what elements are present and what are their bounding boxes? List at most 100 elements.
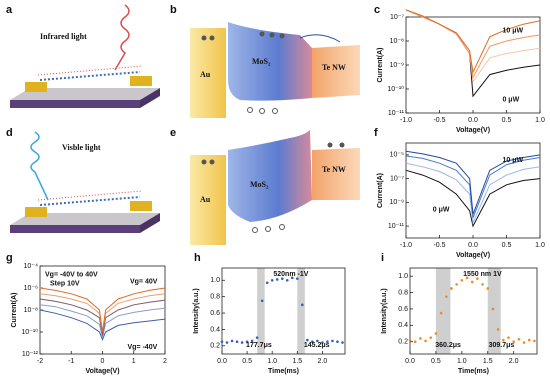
data-point: [429, 336, 433, 339]
x-tick-label: 1.5: [292, 358, 302, 365]
data-point: [230, 339, 234, 343]
x-tick-label: 0.5: [502, 117, 512, 124]
x-tick-label: 2.0: [509, 358, 519, 365]
plot-frame: [221, 267, 346, 355]
annotation: 177.7μs: [246, 342, 272, 349]
annotation: 145.2μs: [304, 342, 330, 349]
y-tick-label: 10⁻¹¹: [388, 223, 405, 230]
y-tick-label: 10⁻⁸: [24, 307, 38, 314]
x-tick-label: 0.0: [217, 358, 227, 365]
data-point: [280, 277, 284, 280]
annotation: 0 μW: [433, 206, 450, 213]
x-tick-label: 0.5: [242, 358, 252, 365]
diagram-text: Au: [200, 70, 211, 79]
x-tick-label: 1.0: [535, 242, 545, 249]
device-diagram: d Visble light: [6, 127, 160, 233]
data-point: [486, 287, 490, 290]
data-point: [270, 278, 274, 282]
data-point: [460, 278, 464, 282]
y-axis-label: Intensity(a.u.): [193, 288, 200, 334]
band-diagram: b Au MoS₂ Te NW: [170, 4, 360, 118]
y-axis-label: Current(A): [377, 173, 384, 208]
y-tick-label: 0.2: [398, 339, 408, 346]
data-point: [502, 338, 505, 342]
x-tick-label: -1.0: [400, 117, 412, 124]
x-tick-label: 1.0: [535, 117, 545, 124]
diagram-text: Infrared light: [40, 32, 87, 41]
data-point: [275, 278, 279, 281]
data-point: [260, 299, 264, 303]
y-tick-label: 10⁻⁹: [390, 199, 404, 206]
x-tick-label: 1: [132, 358, 136, 365]
annotation: Step 10V: [50, 280, 80, 287]
y-axis-label: Current(A): [11, 293, 18, 328]
data-point: [481, 283, 484, 286]
plot-frame: [409, 267, 538, 355]
data-point: [419, 337, 422, 340]
x-tick-label: -2: [37, 358, 43, 365]
x-tick-label: -1: [68, 358, 74, 365]
panel-label: e: [170, 127, 176, 139]
series-line: [39, 298, 166, 336]
panel-label: i: [381, 252, 384, 264]
annotation: Vg= -40V: [128, 344, 158, 351]
y-tick-label: 0.8: [398, 289, 408, 296]
series-line: [405, 162, 541, 225]
data-point: [250, 339, 254, 343]
x-axis-label: Voltage(V): [456, 127, 490, 134]
panel-label: b: [170, 4, 177, 16]
data-point: [496, 328, 500, 331]
diagram-text: MoS₂: [250, 180, 269, 189]
diagram-text: Te NW: [322, 165, 346, 174]
series-line: [405, 150, 541, 215]
y-tick-label: 0.6: [398, 306, 408, 313]
data-point: [220, 340, 224, 344]
x-axis-label: Voltage(V): [85, 368, 119, 375]
annotation: 1550 nm 1V: [463, 271, 502, 278]
data-point: [507, 336, 510, 339]
x-axis-label: Voltage(V): [456, 252, 490, 259]
data-point: [413, 340, 417, 344]
annotation: 0 μW: [502, 96, 519, 103]
data-point: [408, 338, 412, 342]
y-tick-label: 10⁻¹¹: [388, 110, 405, 117]
data-point: [512, 340, 515, 344]
series-line: [39, 309, 166, 342]
x-tick-label: 1.0: [267, 358, 277, 365]
x-tick-label: 1.0: [457, 358, 467, 365]
data-point: [424, 339, 427, 343]
y-axis-label: Current(A): [377, 48, 384, 83]
y-tick-label: 10⁻⁸: [390, 38, 404, 45]
y-tick-label: 0.8: [210, 294, 220, 301]
data-point: [306, 338, 309, 342]
annotation: Vg= 40V: [130, 279, 158, 286]
data-point: [434, 332, 438, 335]
x-tick-label: 0.0: [468, 242, 478, 249]
series-line: [405, 9, 541, 74]
y-tick-label: 10⁻⁵: [390, 152, 404, 159]
data-point: [331, 339, 334, 343]
x-axis-label: Time(ms): [458, 368, 489, 375]
panel-label: c: [374, 4, 380, 16]
x-tick-label: 0.5: [502, 242, 512, 249]
data-point: [533, 339, 536, 343]
data-point: [240, 341, 244, 344]
y-tick-label: 10⁻¹⁰: [21, 328, 38, 336]
x-axis-label: Time(ms): [268, 368, 299, 375]
data-point: [450, 287, 453, 290]
y-tick-label: 0.4: [398, 322, 408, 329]
y-tick-label: 10⁻⁷: [390, 14, 404, 21]
annotation: 10 μW: [502, 27, 523, 34]
x-tick-label: -1.0: [400, 242, 412, 249]
data-point: [321, 341, 324, 344]
data-point: [326, 340, 329, 344]
x-tick-label: 0.0: [405, 358, 415, 365]
y-tick-label: 10⁻⁹: [390, 62, 404, 69]
panel-label: h: [194, 252, 201, 264]
data-point: [311, 340, 314, 344]
shaded-region: [435, 268, 451, 354]
x-tick-label: 0.5: [431, 358, 441, 365]
data-point: [336, 340, 339, 344]
y-tick-label: 0.4: [210, 326, 220, 333]
